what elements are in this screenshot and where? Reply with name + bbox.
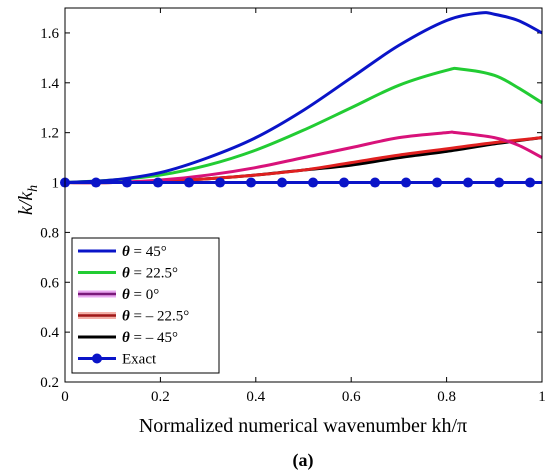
exact-marker bbox=[246, 177, 257, 188]
x-tick-label: 0.2 bbox=[151, 389, 170, 405]
tick-labels: 0 0.2 0.4 0.6 0.8 10.20.40.60.811.21.41.6 bbox=[40, 26, 546, 405]
exact-marker bbox=[494, 177, 505, 188]
exact-marker bbox=[401, 177, 412, 188]
exact-marker bbox=[370, 177, 381, 188]
x-tick-label: 0.4 bbox=[246, 389, 265, 405]
legend-marker bbox=[92, 353, 102, 364]
exact-marker bbox=[277, 177, 288, 188]
y-tick-label: 0.8 bbox=[40, 225, 59, 241]
legend-label: θ = – 22.5° bbox=[122, 309, 189, 325]
exact-marker bbox=[525, 177, 536, 188]
y-tick-label: 1.6 bbox=[40, 26, 59, 42]
exact-marker bbox=[215, 177, 226, 188]
x-axis-title: Normalized numerical wavenumber kh/π bbox=[139, 415, 467, 437]
legend: θ = 45° θ = 22.5° θ = 0° θ = – 22.5° θ = – 4… bbox=[71, 237, 220, 374]
x-tick-label: 1 bbox=[538, 389, 546, 405]
legend-label: θ = 22.5° bbox=[122, 266, 178, 282]
x-tick-label: 0.8 bbox=[437, 389, 456, 405]
exact-marker bbox=[432, 177, 443, 188]
exact-marker bbox=[91, 177, 102, 188]
exact-marker bbox=[308, 177, 319, 188]
legend-label: Exact bbox=[122, 352, 157, 368]
y-tick-label: 1.4 bbox=[40, 76, 59, 92]
figure-caption: (a) bbox=[293, 450, 314, 471]
series-layer bbox=[60, 11, 543, 188]
legend-label: θ = 0° bbox=[122, 287, 159, 303]
x-tick-label: 0.6 bbox=[342, 389, 361, 405]
plot-border bbox=[64, 7, 543, 383]
exact-marker bbox=[184, 177, 195, 188]
series-line-0 bbox=[64, 11, 543, 185]
y-axis-title: k/kh bbox=[15, 185, 41, 215]
exact-marker bbox=[463, 177, 474, 188]
y-tick-label: 1 bbox=[52, 176, 60, 192]
exact-marker bbox=[153, 177, 164, 188]
legend-label: θ = 45° bbox=[122, 244, 167, 260]
legend-label: θ = – 45° bbox=[122, 330, 178, 346]
exact-marker bbox=[339, 177, 350, 188]
y-tick-label: 0.2 bbox=[40, 375, 59, 391]
legend-box bbox=[71, 237, 220, 374]
y-tick-label: 1.2 bbox=[40, 126, 59, 142]
y-tick-label: 0.6 bbox=[40, 275, 59, 291]
x-tick-label: 0 bbox=[61, 389, 69, 405]
plot-frame bbox=[64, 7, 543, 383]
series-line-1 bbox=[64, 66, 543, 185]
exact-marker bbox=[122, 177, 133, 188]
y-tick-label: 0.4 bbox=[40, 325, 59, 341]
